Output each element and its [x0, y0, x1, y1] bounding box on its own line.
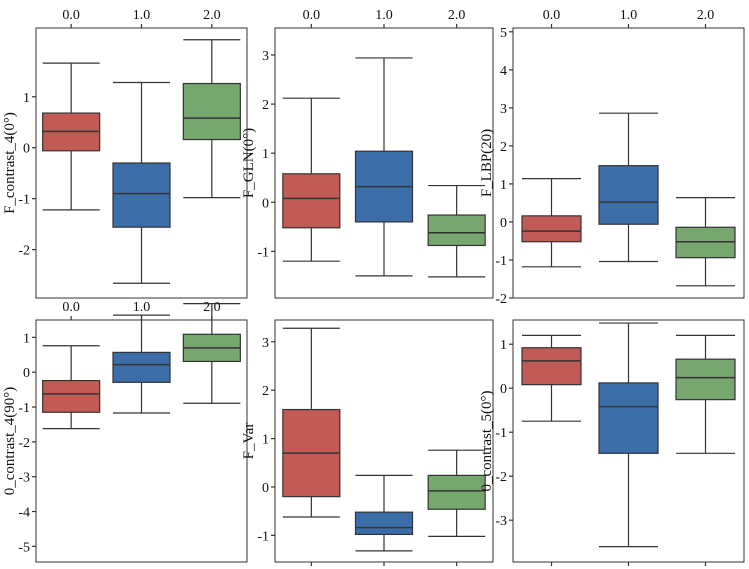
x-tick-label: 2.0 [697, 8, 715, 23]
y-tick-label: -1 [495, 426, 507, 441]
iqr-box [521, 215, 582, 243]
x-tick-label: 2.0 [203, 8, 221, 23]
boxplot-panel: -2 -1 0 1 0.0 1.0 2.0 F_contrast_4(0°) [2, 8, 248, 299]
x-tick-label: 1.0 [375, 567, 393, 569]
y-tick-label: 2 [262, 384, 269, 399]
y-tick-label: 1 [500, 338, 507, 353]
y-tick-label: -1 [495, 254, 507, 269]
y-tick-label: -2 [495, 470, 507, 485]
y-tick-label: 0 [23, 142, 30, 157]
iqr-box [427, 474, 486, 510]
iqr-box [427, 214, 486, 247]
box-1.0 [112, 314, 171, 414]
x-tick-label: 1.0 [620, 8, 638, 23]
y-tick-label: -1 [257, 245, 269, 260]
iqr-box [675, 226, 736, 259]
x-tick-label: 1.0 [375, 8, 393, 23]
box-2.0 [182, 303, 241, 404]
box-1.0 [354, 57, 414, 277]
boxplot-panel: -1 0 1 2 3 0.0 1.0 2.0 F_GLN(0°) [241, 8, 494, 299]
x-tick-label: 2.0 [448, 567, 466, 569]
y-tick-label: 0 [500, 382, 507, 397]
y-tick-label: -3 [18, 471, 30, 486]
y-tick-label: 1 [23, 331, 30, 346]
y-axis-title: F_contrast_4(0°) [2, 112, 18, 214]
y-tick-label: -5 [18, 540, 30, 555]
y-tick-label: 3 [262, 49, 269, 64]
x-tick-label: 2.0 [448, 8, 466, 23]
y-tick-label: -1 [257, 529, 269, 544]
box-0.0 [282, 327, 341, 518]
y-tick-label: -2 [495, 292, 507, 307]
y-axis-title: F_LBP(20) [479, 129, 495, 197]
y-tick-label: 1 [262, 433, 269, 448]
x-tick-label: 0.0 [303, 8, 321, 23]
x-tick-label: 0.0 [303, 567, 321, 569]
y-tick-label: 0 [23, 366, 30, 381]
box-2.0 [182, 39, 241, 199]
y-axis-title: 0_contrast_4(90°) [2, 387, 18, 495]
y-tick-label: 3 [500, 102, 507, 117]
y-tick-label: -4 [18, 506, 30, 521]
iqr-box [282, 173, 341, 229]
box-0.0 [42, 345, 101, 430]
y-tick-label: 0 [262, 481, 269, 496]
box-2.0 [675, 197, 736, 287]
x-tick-label: 0.0 [543, 567, 561, 569]
y-tick-label: 0 [262, 196, 269, 211]
box-0.0 [521, 177, 582, 268]
y-tick-label: -3 [495, 514, 507, 529]
boxplot-panel: -3 -2 -1 0 1 0.0 1.0 2.0 0_contrast_5(0°) [479, 319, 745, 569]
y-tick-label: 5 [500, 26, 507, 41]
box-1.0 [112, 81, 171, 284]
y-tick-label: 1 [262, 147, 269, 162]
box-2.0 [427, 184, 486, 278]
y-tick-label: -2 [18, 244, 30, 259]
iqr-box [182, 82, 241, 141]
boxplot-panel: -2 -1 0 1 2 3 4 5 0.0 1.0 2.0 F_LBP(20) [479, 8, 745, 307]
y-tick-label: 0 [500, 216, 507, 231]
y-tick-label: 2 [500, 140, 507, 155]
x-tick-label: 1.0 [620, 567, 638, 569]
iqr-box [521, 347, 582, 386]
y-axis-title: F_Var [241, 423, 257, 460]
iqr-box [112, 351, 171, 383]
iqr-box [598, 165, 659, 225]
box-2.0 [675, 334, 736, 454]
y-tick-label: 2 [262, 98, 269, 113]
x-tick-label: 0.0 [543, 8, 561, 23]
iqr-box [112, 162, 171, 228]
y-tick-label: -1 [18, 401, 30, 416]
box-1.0 [598, 112, 659, 263]
y-tick-label: 4 [500, 64, 507, 79]
box-0.0 [282, 97, 341, 262]
x-tick-label: 0.0 [62, 300, 80, 315]
y-tick-label: -1 [18, 193, 30, 208]
box-2.0 [427, 449, 486, 537]
y-tick-label: -2 [18, 436, 30, 451]
iqr-box [675, 358, 736, 401]
y-tick-label: 3 [262, 336, 269, 351]
box-0.0 [521, 334, 582, 422]
y-tick-label: 1 [23, 91, 30, 106]
boxplot-panel: -1 0 1 2 3 0.0 1.0 2.0 F_Var [241, 319, 494, 569]
iqr-box [42, 379, 101, 413]
box-1.0 [598, 322, 659, 548]
iqr-box [354, 511, 414, 536]
box-0.0 [42, 62, 101, 211]
x-tick-label: 2.0 [697, 567, 715, 569]
box-1.0 [354, 474, 414, 552]
y-axis-title: F_GLN(0°) [241, 128, 257, 198]
y-tick-label: 1 [500, 178, 507, 193]
iqr-box [598, 382, 659, 454]
x-tick-label: 0.0 [62, 8, 80, 23]
y-axis-title: 0_contrast_5(0°) [479, 391, 495, 492]
x-tick-label: 1.0 [133, 300, 151, 315]
x-tick-label: 1.0 [133, 8, 151, 23]
